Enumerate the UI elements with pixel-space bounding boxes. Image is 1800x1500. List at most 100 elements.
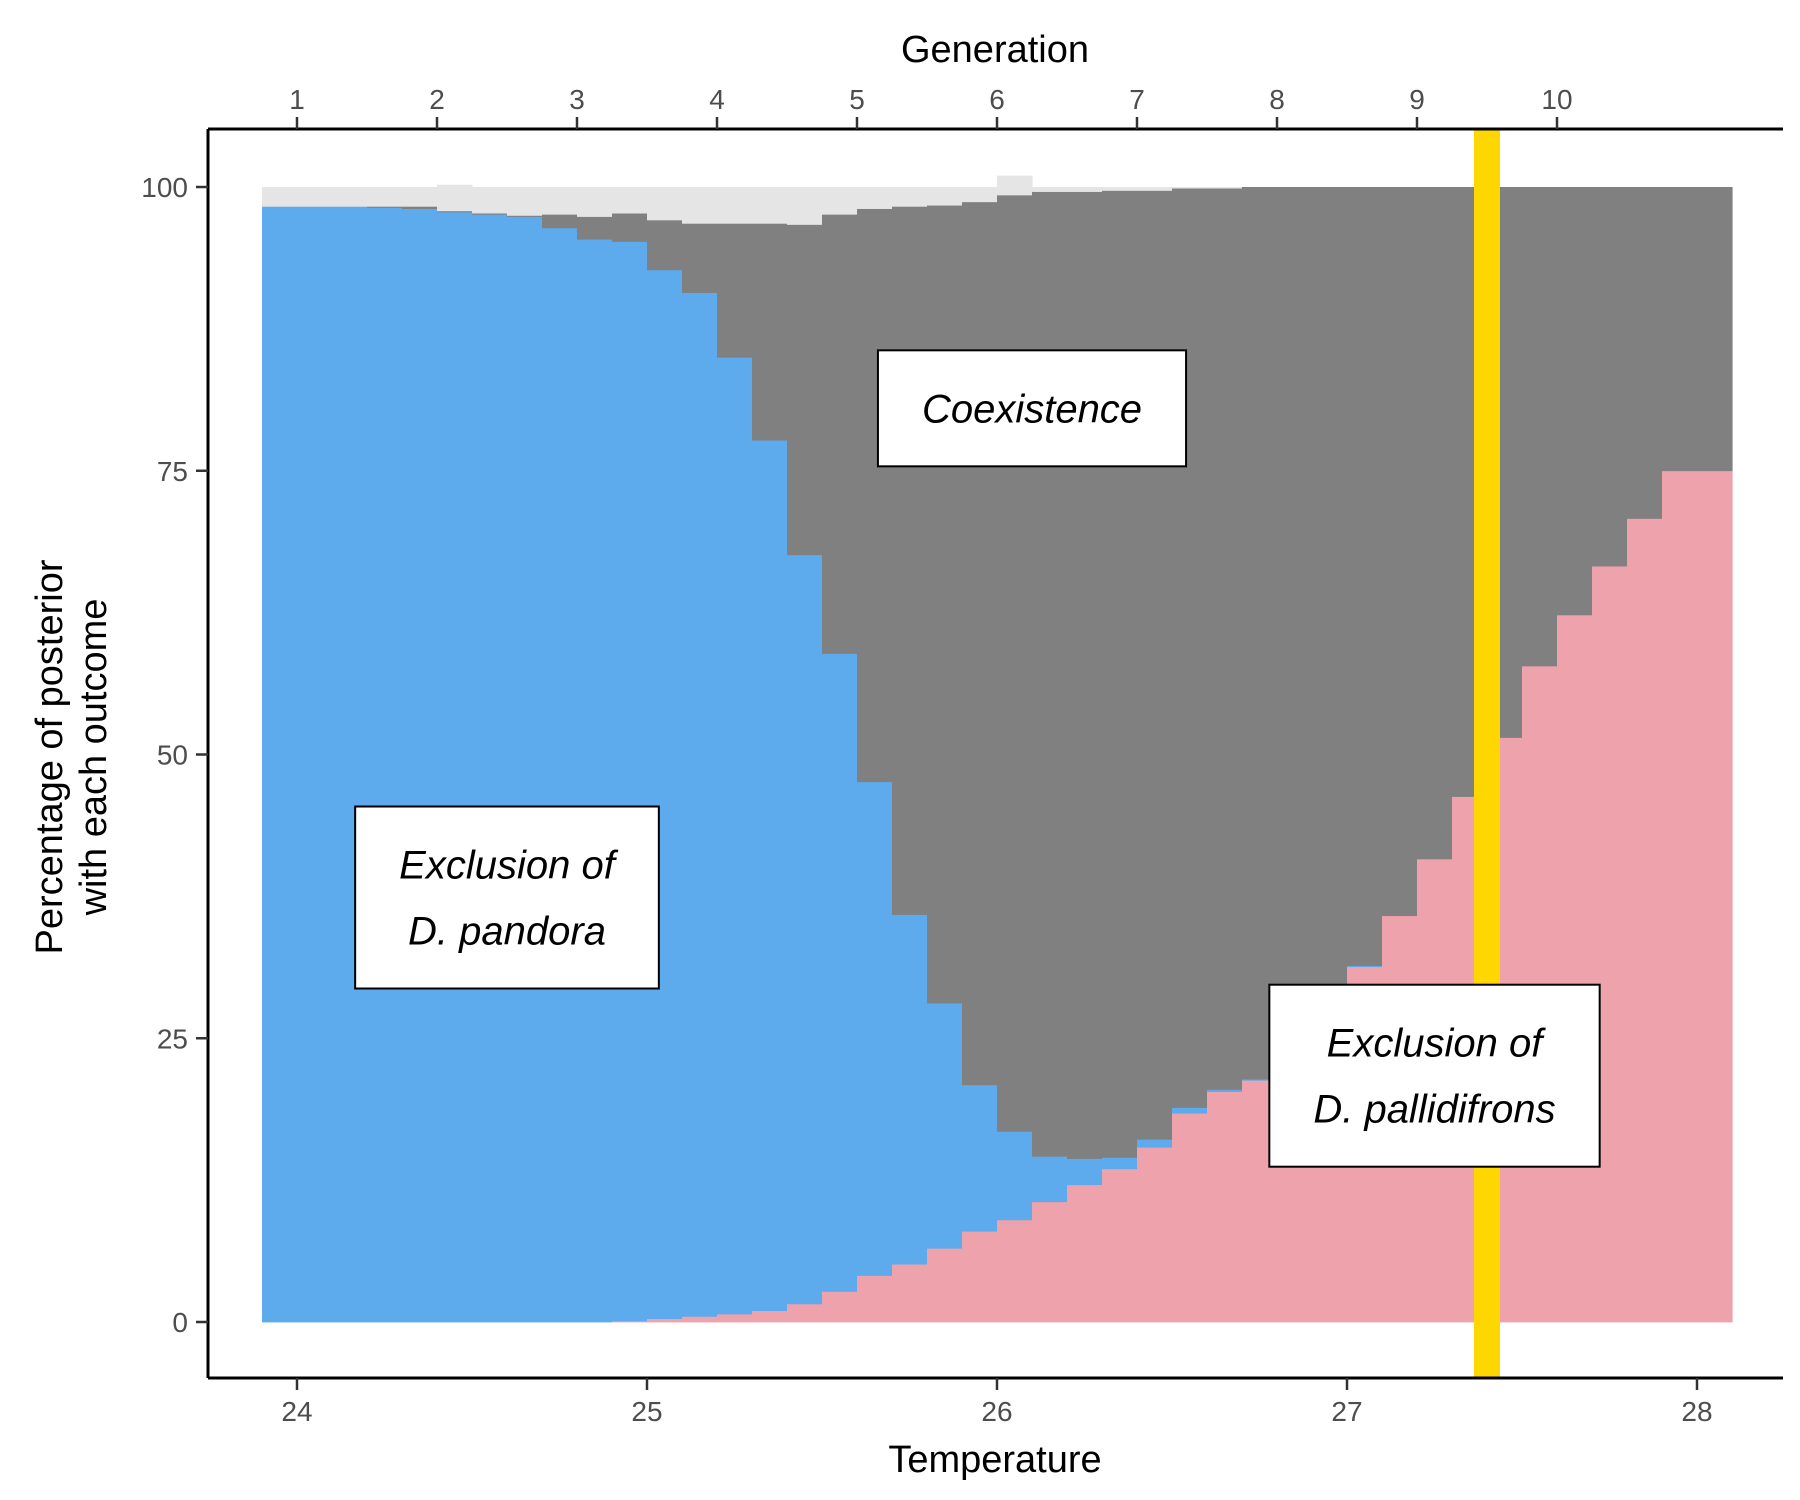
bar-pandora_excluded bbox=[962, 1084, 998, 1232]
bar-unresolved bbox=[262, 187, 298, 207]
top-axis-title: Generation bbox=[901, 29, 1089, 71]
y-tick-label: 50 bbox=[157, 740, 188, 771]
bar-pandora_excluded bbox=[1032, 1156, 1068, 1203]
bar-unresolved bbox=[1032, 187, 1068, 192]
bar-unresolved bbox=[612, 187, 648, 214]
y-axis-title-line-2: with each outcome bbox=[73, 599, 115, 917]
bar-pandora_excluded bbox=[1207, 1089, 1243, 1092]
bar-pallidifrons_excluded bbox=[717, 1314, 753, 1323]
bar-pallidifrons_excluded bbox=[1627, 518, 1663, 1323]
bar-pandora_excluded bbox=[717, 357, 753, 1315]
bar-coexistence bbox=[1067, 191, 1103, 1159]
bar-coexistence bbox=[682, 223, 718, 293]
bar-pallidifrons_excluded bbox=[962, 1231, 998, 1323]
bar-coexistence bbox=[1137, 190, 1173, 1140]
top-tick-label: 3 bbox=[569, 84, 585, 115]
bar-pandora_excluded bbox=[1102, 1157, 1138, 1170]
annotation-text: Coexistence bbox=[922, 387, 1142, 431]
bar-coexistence bbox=[892, 206, 928, 915]
annotation-text: Exclusion of bbox=[1327, 1022, 1547, 1066]
annotation-frame bbox=[1268, 983, 1601, 1168]
bar-unresolved bbox=[1137, 187, 1173, 191]
bar-pandora_excluded bbox=[997, 1131, 1033, 1221]
bar-unresolved bbox=[1207, 187, 1243, 189]
top-tick-label: 1 bbox=[289, 84, 305, 115]
bar-coexistence bbox=[1627, 187, 1663, 519]
top-tick-label: 9 bbox=[1409, 84, 1425, 115]
axes: 24 25 26 27 28 0 25 50 75 100 1 2 3 4 5 6 7 8 9 10 bbox=[141, 84, 1783, 1427]
bar-unresolved bbox=[402, 187, 438, 207]
bar-pallidifrons_excluded bbox=[787, 1303, 823, 1323]
bar-pallidifrons_excluded bbox=[1697, 470, 1733, 1323]
bar-coexistence bbox=[1312, 187, 1348, 1012]
top-tick-label: 4 bbox=[709, 84, 725, 115]
bar-unresolved bbox=[1172, 187, 1208, 189]
bar-coexistence bbox=[1277, 187, 1313, 1057]
bar-coexistence bbox=[647, 219, 683, 271]
bar-pandora_excluded bbox=[507, 216, 543, 1323]
y-tick-label: 75 bbox=[157, 456, 188, 487]
bar-unresolved bbox=[1067, 187, 1103, 192]
bar-coexistence bbox=[577, 216, 613, 240]
bar-coexistence bbox=[752, 223, 788, 441]
bar-pallidifrons_excluded bbox=[997, 1219, 1033, 1323]
bar-coexistence bbox=[717, 223, 753, 358]
bar-pandora_excluded bbox=[367, 207, 403, 1323]
bar-pandora_excluded bbox=[332, 206, 368, 1323]
bar-unresolved bbox=[717, 187, 753, 224]
bar-coexistence bbox=[612, 213, 648, 242]
bar-unresolved bbox=[1102, 187, 1138, 191]
bar-unresolved bbox=[542, 187, 578, 215]
bar-pandora_excluded bbox=[402, 208, 438, 1323]
bar-pallidifrons_excluded bbox=[1592, 566, 1628, 1323]
bar-coexistence bbox=[472, 213, 508, 215]
x-tick-label: 28 bbox=[1681, 1396, 1712, 1427]
annotation-box: Exclusion of D. pallidifrons bbox=[1268, 983, 1601, 1168]
bar-unresolved bbox=[962, 187, 998, 203]
bar-pallidifrons_excluded bbox=[752, 1310, 788, 1323]
bar-pandora_excluded bbox=[472, 214, 508, 1323]
bar-unresolved bbox=[437, 184, 473, 212]
bar-pandora_excluded bbox=[822, 653, 858, 1292]
top-tick-label: 10 bbox=[1541, 84, 1572, 115]
bar-pallidifrons_excluded bbox=[822, 1291, 858, 1323]
top-tick-label: 8 bbox=[1269, 84, 1285, 115]
bar-coexistence bbox=[927, 205, 963, 1004]
bar-pallidifrons_excluded bbox=[1067, 1184, 1103, 1323]
annotation-text: Exclusion of bbox=[399, 844, 619, 888]
bar-coexistence bbox=[507, 215, 543, 217]
bar-coexistence bbox=[1522, 187, 1558, 667]
threshold-line bbox=[1474, 129, 1500, 1378]
top-tick-label: 2 bbox=[429, 84, 445, 115]
top-tick-label: 7 bbox=[1129, 84, 1145, 115]
x-tick-label: 25 bbox=[631, 1396, 662, 1427]
bar-unresolved bbox=[997, 175, 1033, 196]
bar-unresolved bbox=[507, 187, 543, 216]
y-tick-label: 0 bbox=[172, 1307, 188, 1338]
bar-coexistence bbox=[787, 224, 823, 556]
bar-unresolved bbox=[647, 187, 683, 221]
top-tick-label: 5 bbox=[849, 84, 865, 115]
y-axis-title-line-1: Percentage of posterior bbox=[29, 559, 71, 954]
bar-pallidifrons_excluded bbox=[857, 1275, 893, 1323]
y-tick-label: 100 bbox=[141, 172, 188, 203]
bar-coexistence bbox=[402, 206, 438, 209]
bar-coexistence bbox=[1662, 187, 1698, 472]
bar-coexistence bbox=[542, 214, 578, 229]
x-tick-label: 24 bbox=[281, 1396, 312, 1427]
bar-pandora_excluded bbox=[787, 554, 823, 1305]
bar-coexistence bbox=[367, 206, 403, 208]
bar-unresolved bbox=[892, 187, 928, 207]
bar-coexistence bbox=[1557, 187, 1593, 616]
x-axis-title: Temperature bbox=[888, 1439, 1101, 1481]
bar-coexistence bbox=[997, 194, 1033, 1132]
bar-pallidifrons_excluded bbox=[647, 1318, 683, 1323]
bar-pandora_excluded bbox=[857, 781, 893, 1276]
bar-coexistence bbox=[962, 201, 998, 1086]
annotation-text: D. pandora bbox=[408, 910, 606, 954]
bar-coexistence bbox=[1242, 187, 1278, 1080]
bar-pandora_excluded bbox=[297, 206, 333, 1323]
bar-unresolved bbox=[752, 187, 788, 224]
bar-pallidifrons_excluded bbox=[1557, 614, 1593, 1323]
bar-coexistence bbox=[1382, 187, 1418, 917]
